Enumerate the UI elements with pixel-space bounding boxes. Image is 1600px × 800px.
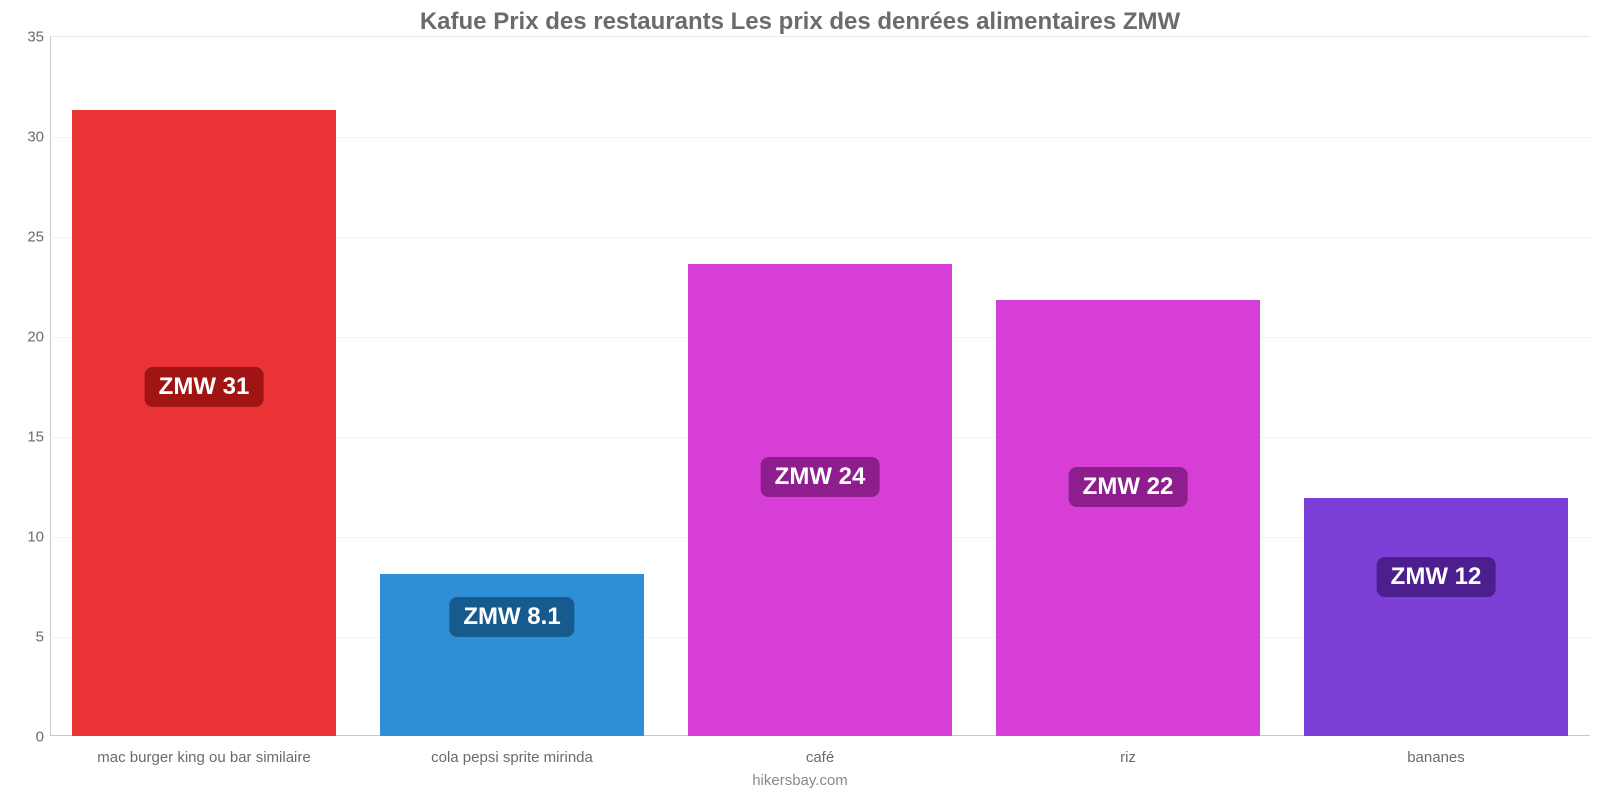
value-badge: ZMW 31 [145,367,264,407]
chart-source: hikersbay.com [0,772,1600,789]
value-badge: ZMW 24 [761,457,880,497]
y-tick-label: 15 [4,429,44,446]
x-tick-label: café [806,749,834,766]
price-bar-chart: Kafue Prix des restaurants Les prix des … [0,0,1600,800]
value-badge: ZMW 12 [1377,557,1496,597]
y-tick-label: 10 [4,529,44,546]
bar [996,300,1261,736]
y-tick-label: 5 [4,629,44,646]
bar [688,264,953,736]
bar [1304,498,1569,736]
y-tick-label: 30 [4,129,44,146]
y-tick-label: 0 [4,729,44,746]
y-axis [50,37,51,736]
plot-area: 05101520253035ZMW 31mac burger king ou b… [50,36,1590,736]
chart-title: Kafue Prix des restaurants Les prix des … [0,8,1600,36]
y-tick-label: 20 [4,329,44,346]
value-badge: ZMW 22 [1069,467,1188,507]
y-tick-label: 35 [4,29,44,46]
y-tick-label: 25 [4,229,44,246]
x-tick-label: bananes [1407,749,1465,766]
x-tick-label: riz [1120,749,1136,766]
value-badge: ZMW 8.1 [449,597,574,637]
bar [72,110,337,736]
x-tick-label: cola pepsi sprite mirinda [431,749,593,766]
x-tick-label: mac burger king ou bar similaire [97,749,310,766]
